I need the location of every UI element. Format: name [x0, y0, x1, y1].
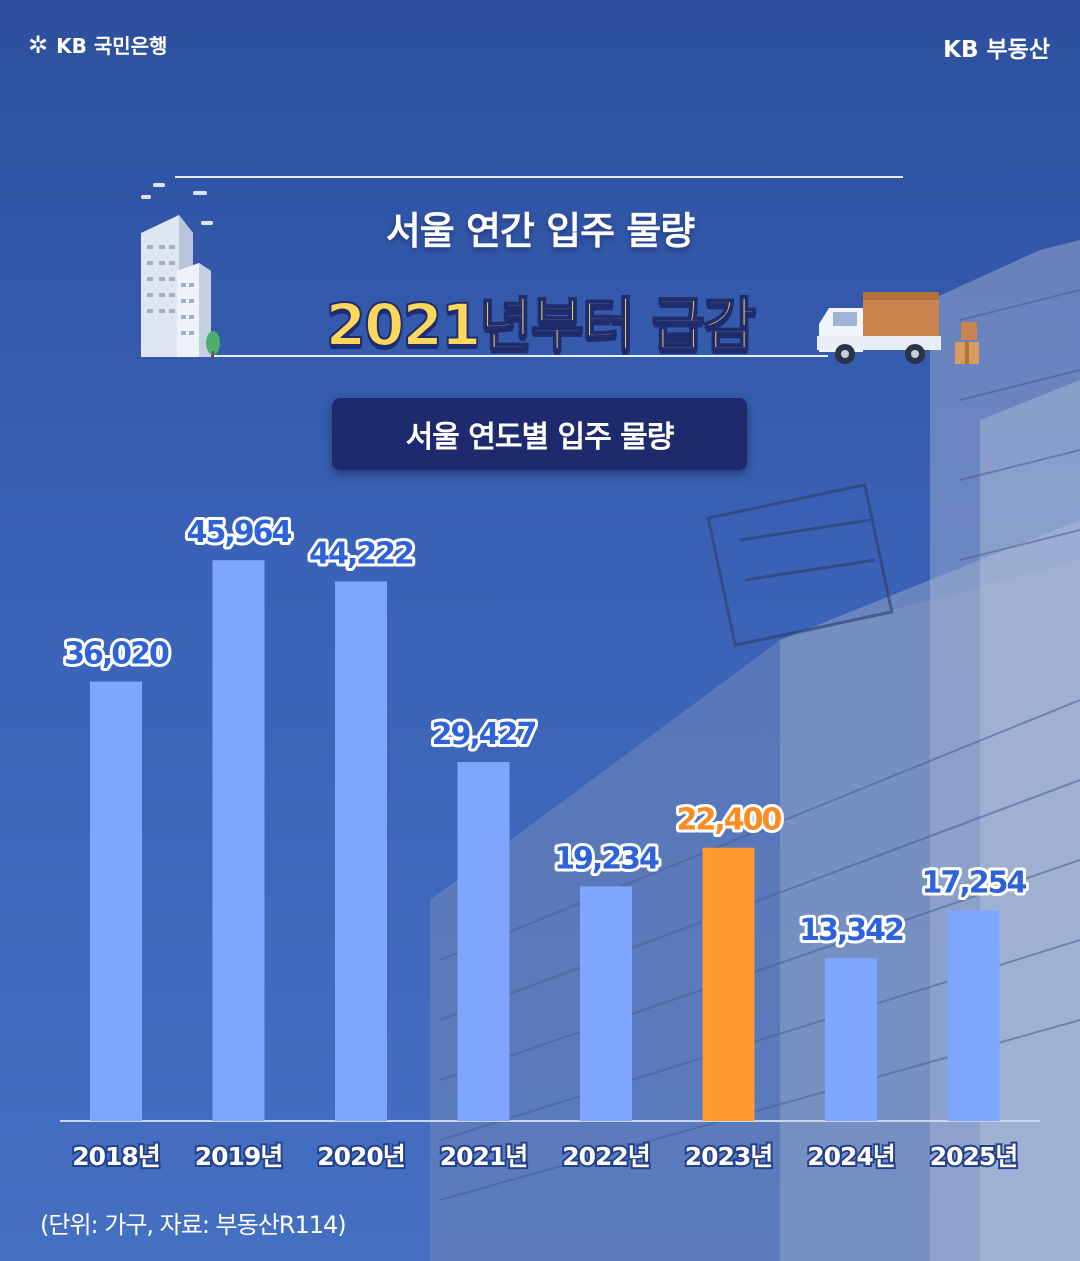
- bar-2025년: [947, 910, 1000, 1121]
- x-tick-label: 2022년: [562, 1142, 650, 1171]
- moving-truck-icon: [817, 292, 979, 364]
- kb-star-icon: ✲: [28, 30, 49, 59]
- x-tick-label: 2018년: [72, 1142, 160, 1171]
- value-label-2025년: 17,254: [922, 866, 1027, 901]
- value-label-2024년: 13,342: [799, 913, 903, 948]
- title-bottom-rule: [214, 355, 828, 357]
- bar-2024년: [825, 958, 877, 1121]
- value-label-2018년: 36,020: [64, 637, 169, 672]
- kb-realestate-logo: KB 부동산: [943, 37, 1050, 63]
- bank-name: KB 국민은행: [56, 34, 168, 58]
- value-label-2021년: 29,427: [432, 717, 536, 752]
- bar-2021년: [457, 761, 510, 1121]
- value-label-2020년: 44,222: [309, 536, 413, 571]
- bar-2019년: [212, 560, 265, 1121]
- bar-2020년: [335, 581, 387, 1121]
- bar-2023년: [702, 847, 755, 1121]
- apartment-buildings-icon: [141, 183, 220, 359]
- title-line-2: 2021년부터 급감: [325, 290, 757, 360]
- kb-kookmin-bank-logo: ✲ KB 국민은행: [28, 30, 167, 59]
- chart-subtitle-box: 서울 연도별 입주 물량: [332, 398, 747, 470]
- boxes-icon: [955, 322, 979, 364]
- x-tick-label: 2023년: [685, 1142, 773, 1171]
- x-tick-label: 2019년: [195, 1142, 283, 1171]
- source-note: (단위: 가구, 자료: 부동산R114): [40, 1211, 347, 1239]
- x-tick-label: 2024년: [807, 1142, 895, 1171]
- title-top-rule: [175, 176, 903, 178]
- title-line-1: 서울 연간 입주 물량: [385, 209, 695, 253]
- value-label-2023년: 22,400: [677, 803, 782, 838]
- value-label-2019년: 45,964: [187, 515, 292, 550]
- bar-2022년: [580, 886, 632, 1121]
- value-label-2022년: 19,234: [554, 841, 659, 876]
- x-tick-label: 2020년: [317, 1142, 405, 1171]
- x-tick-label: 2021년: [440, 1142, 528, 1171]
- bar-2018년: [90, 681, 142, 1121]
- x-tick-label: 2025년: [930, 1142, 1018, 1171]
